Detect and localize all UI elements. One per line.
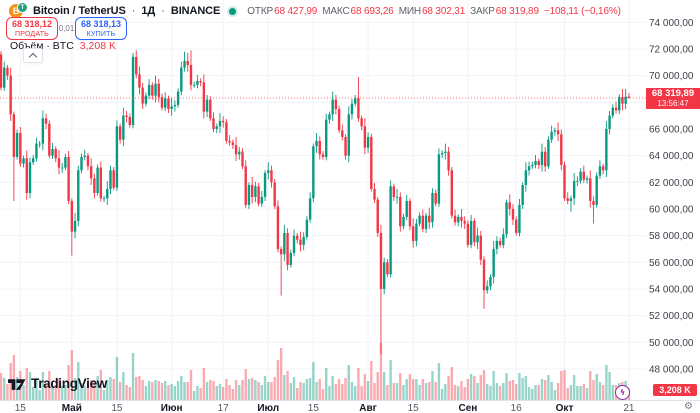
- svg-text:72 000,00: 72 000,00: [649, 45, 694, 56]
- legend-collapse-button[interactable]: [23, 48, 43, 63]
- volume-value-badge: 3,208 K: [653, 384, 697, 396]
- low-value: 68 302,31: [421, 5, 466, 17]
- svg-text:52 000,00: 52 000,00: [649, 311, 694, 322]
- title-separator: ·: [131, 5, 136, 17]
- spread-value: 0,01: [58, 24, 75, 33]
- open-value: 68 427,99: [274, 5, 318, 17]
- time-axis-label: 15: [14, 403, 26, 413]
- time-axis-label: Авг: [359, 403, 377, 413]
- time-axis-label: 15: [407, 403, 419, 413]
- time-axis-label: Сен: [458, 403, 478, 413]
- buy-button[interactable]: 68 318,13 КУПИТЬ: [75, 17, 127, 40]
- lightning-icon[interactable]: ϟ: [615, 385, 630, 400]
- tether-logo-icon: T: [17, 2, 28, 13]
- sell-price: 68 318,12: [11, 18, 53, 29]
- title-separator: ·: [161, 5, 165, 17]
- market-status-icon[interactable]: [229, 7, 237, 15]
- symbol-title[interactable]: Bitcoin / TetherUS: [33, 5, 126, 17]
- svg-text:66 000,00: 66 000,00: [649, 124, 694, 135]
- svg-text:58 000,00: 58 000,00: [649, 231, 694, 242]
- svg-text:60 000,00: 60 000,00: [649, 204, 694, 215]
- svg-text:54 000,00: 54 000,00: [649, 284, 694, 295]
- time-axis-label: Май: [61, 403, 82, 413]
- current-price-value: 68 319,89: [651, 87, 695, 99]
- gear-icon[interactable]: ⚙: [684, 401, 693, 412]
- volume-layer: [0, 343, 631, 400]
- current-price-badge: 68 319,89 13:56:47: [646, 88, 700, 109]
- buy-price: 68 318,13: [80, 18, 122, 29]
- svg-text:50 000,00: 50 000,00: [649, 338, 694, 349]
- open-label: ОТКР: [247, 5, 274, 17]
- tradingview-logo-icon: [8, 379, 26, 390]
- time-axis-label: 21: [623, 403, 635, 413]
- interval-label[interactable]: 1Д: [141, 5, 156, 17]
- sell-button[interactable]: 68 318,12 ПРОДАТЬ: [6, 17, 58, 40]
- tradingview-watermark[interactable]: TradingView: [8, 376, 107, 391]
- svg-text:56 000,00: 56 000,00: [649, 258, 694, 269]
- time-axis-label: 15: [111, 403, 123, 413]
- chevron-up-icon: [28, 52, 38, 62]
- candles-layer: [0, 50, 631, 355]
- price-axis[interactable]: [646, 0, 700, 400]
- close-value: 68 319,89: [495, 5, 539, 17]
- sell-button-label: ПРОДАТЬ: [15, 30, 49, 38]
- time-axis-label: Окт: [555, 403, 574, 413]
- time-axis-label: Июл: [257, 403, 280, 413]
- time-axis-label: 15: [307, 403, 319, 413]
- grid-layer: [0, 0, 646, 400]
- close-label: ЗАКР: [470, 5, 495, 17]
- time-axis[interactable]: 15 Май 15 Июн 17 Июл 15 Авг 15 Сен 16 Окт 21: [0, 400, 700, 413]
- change-value: −108,11 (−0,16%): [543, 5, 621, 17]
- svg-text:70 000,00: 70 000,00: [649, 71, 694, 82]
- exchange-label[interactable]: BINANCE: [170, 5, 221, 17]
- svg-text:64 000,00: 64 000,00: [649, 151, 694, 162]
- high-label: МАКС: [322, 5, 350, 17]
- trade-panel: 68 318,12 ПРОДАТЬ 0,01 68 318,13 КУПИТЬ: [6, 17, 127, 40]
- time-axis-label: Июн: [160, 403, 183, 413]
- high-value: 68 693,26: [350, 5, 394, 17]
- low-label: МИН: [398, 5, 421, 17]
- pair-logo-icon[interactable]: B T: [9, 2, 28, 19]
- time-axis-label: 16: [510, 403, 522, 413]
- svg-text:74 000,00: 74 000,00: [649, 18, 694, 29]
- svg-text:48 000,00: 48 000,00: [649, 364, 694, 375]
- volume-legend-value: 3,208 K: [79, 40, 116, 52]
- ohlc-values: ОТКР68 427,99 МАКС68 693,26 МИН68 302,31…: [247, 6, 621, 17]
- svg-text:62 000,00: 62 000,00: [649, 178, 694, 189]
- watermark-text: TradingView: [31, 376, 107, 391]
- bar-countdown: 13:56:47: [657, 99, 689, 109]
- time-axis-label: 17: [217, 403, 229, 413]
- buy-button-label: КУПИТЬ: [86, 30, 116, 38]
- symbol-header: B T Bitcoin / TetherUS · 1Д · BINANCE ОТ…: [9, 2, 621, 20]
